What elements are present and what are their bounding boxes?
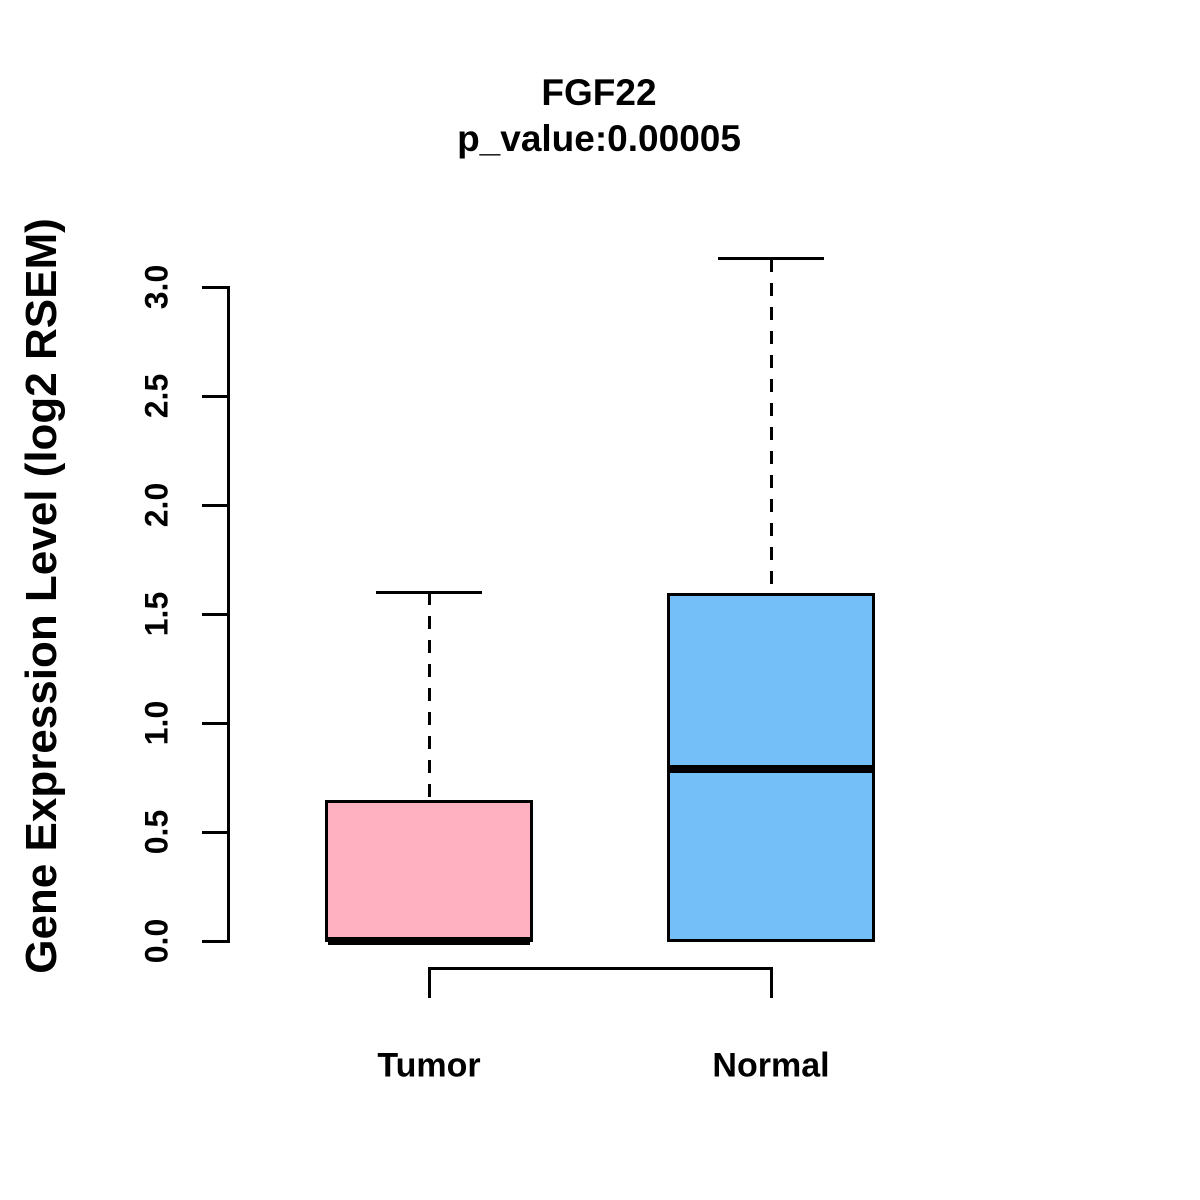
box-tumor — [325, 799, 533, 943]
y-axis-tick — [202, 503, 227, 507]
chart-title: FGF22 — [541, 72, 657, 113]
y-axis-tick-label: 2.0 — [138, 482, 175, 528]
whisker-cap-tumor — [376, 590, 482, 594]
median-line-tumor — [328, 937, 530, 945]
y-axis-tick — [202, 830, 227, 834]
median-line-normal — [670, 764, 872, 773]
y-axis-label: Gene Expression Level (log2 RSEM) — [17, 218, 66, 974]
chart-subtitle: p_value:0.00005 — [457, 118, 741, 159]
y-axis-line — [227, 285, 230, 943]
y-axis-tick — [202, 285, 227, 289]
y-axis-tick — [202, 394, 227, 398]
y-axis-tick — [202, 939, 227, 943]
x-axis-line — [429, 967, 771, 970]
y-axis-tick-label: 1.5 — [138, 591, 175, 637]
y-axis-tick-label: 1.0 — [138, 700, 175, 746]
whisker-line-normal — [769, 258, 773, 595]
y-axis-tick-label: 3.0 — [138, 264, 175, 310]
y-axis-tick-label: 2.5 — [138, 373, 175, 419]
x-category-label-normal: Normal — [712, 1046, 830, 1085]
whisker-line-tumor — [427, 592, 431, 802]
y-axis-tick — [202, 612, 227, 616]
x-category-label-tumor: Tumor — [377, 1046, 481, 1085]
whisker-cap-normal — [718, 257, 824, 261]
x-axis-tick-0 — [427, 967, 431, 998]
y-axis-tick-label: 0.5 — [138, 809, 175, 855]
x-axis-tick-1 — [769, 967, 773, 998]
y-axis-tick-label: 0.0 — [138, 918, 175, 964]
y-axis-tick — [202, 721, 227, 725]
